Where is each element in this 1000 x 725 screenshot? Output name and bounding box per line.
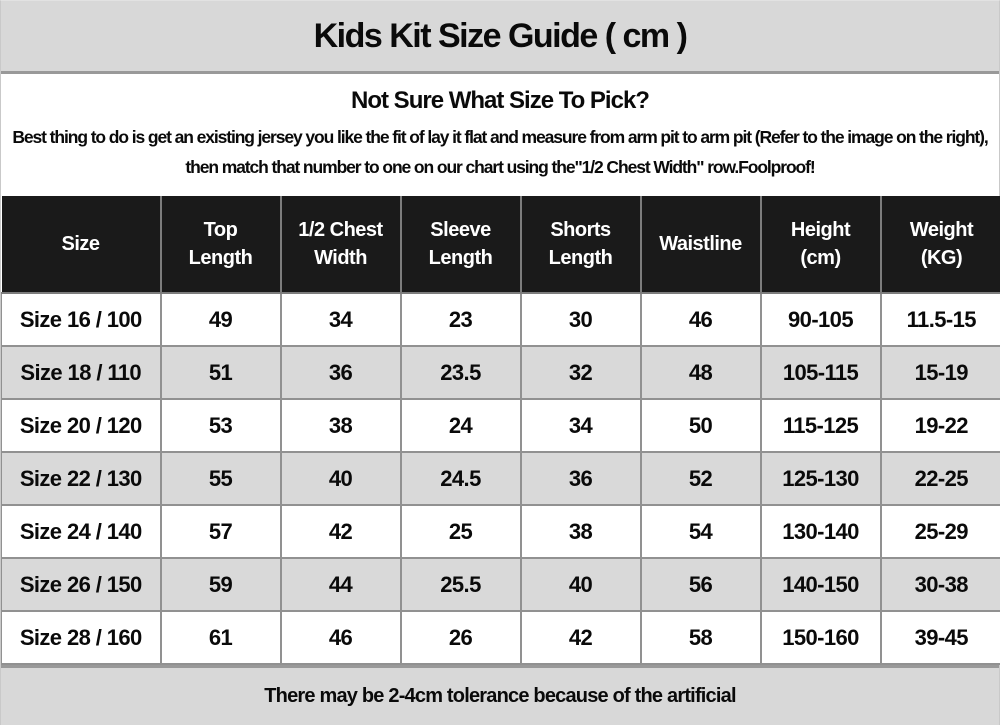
value-cell: 38	[519, 504, 642, 559]
value-cell: 24.5	[399, 451, 522, 506]
column-header-label: 1/2 Chest Width	[298, 219, 383, 269]
column-header-waistline: Waistline	[639, 196, 762, 294]
table-header-row: Size Top Length 1/2 Chest Width Sleeve Leng…	[1, 196, 1000, 294]
value-cell: 58	[639, 610, 762, 665]
column-header-label: Size	[61, 233, 100, 255]
value-cell: 24	[399, 398, 522, 453]
value-cell: 38	[279, 398, 402, 453]
value-cell: 57	[159, 504, 282, 559]
value-cell: 53	[159, 398, 282, 453]
footer-note-bar: There may be 2-4cm tolerance because of …	[1, 665, 999, 725]
size-cell: Size 18 / 110	[1, 345, 162, 400]
column-header-label: Top Length	[188, 219, 253, 269]
size-cell: Size 22 / 130	[1, 451, 162, 506]
column-header-label: Shorts Length	[548, 219, 613, 269]
size-cell: Size 28 / 160	[1, 610, 162, 665]
column-header-label: Height (cm)	[790, 219, 851, 269]
column-header-label: Sleeve Length	[428, 219, 493, 269]
value-cell: 44	[279, 557, 402, 612]
size-cell: Size 16 / 100	[1, 292, 162, 347]
intro-section: Not Sure What Size To Pick? Best thing t…	[1, 74, 999, 196]
table-row: Size 18 / 110 51 36 23.5 32 48 105-115 15-19	[1, 345, 1000, 400]
value-cell: 52	[639, 451, 762, 506]
column-header-height-cm: Height (cm)	[759, 196, 882, 294]
value-cell: 40	[519, 557, 642, 612]
value-cell: 55	[159, 451, 282, 506]
value-cell: 23	[399, 292, 522, 347]
value-cell: 42	[279, 504, 402, 559]
size-cell: Size 26 / 150	[1, 557, 162, 612]
value-cell: 59	[159, 557, 282, 612]
value-cell: 25	[399, 504, 522, 559]
column-header-shorts-length: Shorts Length	[519, 196, 642, 294]
value-cell: 26	[399, 610, 522, 665]
value-cell: 90-105	[759, 292, 882, 347]
value-cell: 39-45	[879, 610, 1000, 665]
table-row: Size 26 / 150 59 44 25.5 40 56 140-150 30-38	[1, 557, 1000, 612]
value-cell: 42	[519, 610, 642, 665]
intro-heading: Not Sure What Size To Pick?	[351, 87, 650, 114]
value-cell: 46	[279, 610, 402, 665]
value-cell: 130-140	[759, 504, 882, 559]
value-cell: 34	[279, 292, 402, 347]
footer-note: There may be 2-4cm tolerance because of …	[264, 685, 736, 707]
value-cell: 115-125	[759, 398, 882, 453]
value-cell: 36	[279, 345, 402, 400]
value-cell: 30-38	[879, 557, 1000, 612]
value-cell: 25-29	[879, 504, 1000, 559]
column-header-top-length: Top Length	[159, 196, 282, 294]
value-cell: 48	[639, 345, 762, 400]
value-cell: 40	[279, 451, 402, 506]
value-cell: 36	[519, 451, 642, 506]
size-cell: Size 24 / 140	[1, 504, 162, 559]
value-cell: 50	[639, 398, 762, 453]
size-cell: Size 20 / 120	[1, 398, 162, 453]
value-cell: 19-22	[879, 398, 1000, 453]
value-cell: 150-160	[759, 610, 882, 665]
value-cell: 46	[639, 292, 762, 347]
column-header-label: Weight (KG)	[909, 219, 974, 269]
value-cell: 22-25	[879, 451, 1000, 506]
column-header-size: Size	[1, 196, 162, 294]
value-cell: 56	[639, 557, 762, 612]
title-bar: Kids Kit Size Guide ( cm )	[1, 1, 999, 74]
column-header-weight-kg: Weight (KG)	[879, 196, 1000, 294]
value-cell: 140-150	[759, 557, 882, 612]
value-cell: 105-115	[759, 345, 882, 400]
value-cell: 125-130	[759, 451, 882, 506]
size-table: Size Top Length 1/2 Chest Width Sleeve Leng…	[1, 196, 1000, 665]
page-title: Kids Kit Size Guide ( cm )	[313, 16, 688, 55]
value-cell: 51	[159, 345, 282, 400]
value-cell: 15-19	[879, 345, 1000, 400]
value-cell: 30	[519, 292, 642, 347]
value-cell: 61	[159, 610, 282, 665]
table-row: Size 28 / 160 61 46 26 42 58 150-160 39-45	[1, 610, 1000, 665]
value-cell: 34	[519, 398, 642, 453]
value-cell: 25.5	[399, 557, 522, 612]
value-cell: 23.5	[399, 345, 522, 400]
value-cell: 49	[159, 292, 282, 347]
value-cell: 11.5-15	[879, 292, 1000, 347]
table-row: Size 24 / 140 57 42 25 38 54 130-140 25-29	[1, 504, 1000, 559]
column-header-sleeve-length: Sleeve Length	[399, 196, 522, 294]
column-header-label: Waistline	[659, 233, 742, 255]
table-row: Size 22 / 130 55 40 24.5 36 52 125-130 22-25	[1, 451, 1000, 506]
value-cell: 32	[519, 345, 642, 400]
intro-body-text: Best thing to do is get an existing jers…	[12, 127, 988, 177]
column-header-1-2-chest-width: 1/2 Chest Width	[279, 196, 402, 294]
table-row: Size 16 / 100 49 34 23 30 46 90-105 11.5-15	[1, 292, 1000, 347]
value-cell: 54	[639, 504, 762, 559]
table-row: Size 20 / 120 53 38 24 34 50 115-125 19-22	[1, 398, 1000, 453]
